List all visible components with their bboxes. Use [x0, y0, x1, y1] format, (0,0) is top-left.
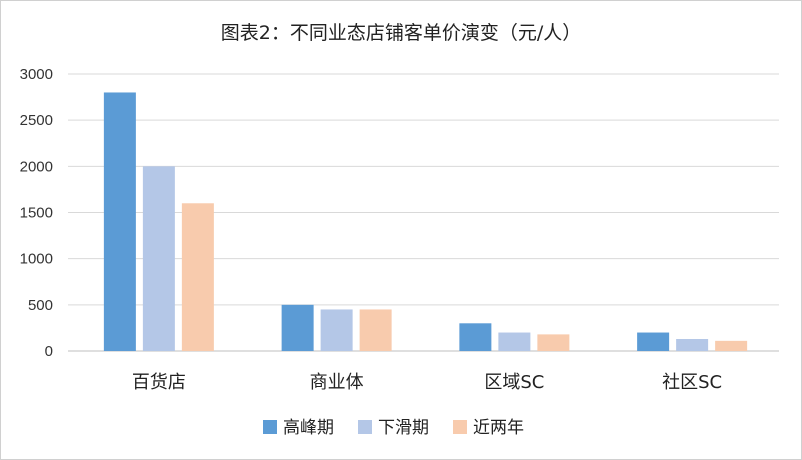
legend-label: 高峰期 — [283, 418, 334, 438]
y-tick-label: 1500 — [20, 205, 53, 222]
y-tick-label: 2500 — [20, 112, 53, 129]
bar-1-3 — [459, 323, 492, 351]
bar-1-1 — [103, 92, 136, 351]
y-tick-label: 0 — [45, 343, 53, 360]
legend-swatch — [263, 420, 277, 434]
bar-3-1 — [181, 203, 214, 351]
y-tick-label: 2000 — [20, 158, 53, 175]
bar-3-2 — [359, 309, 392, 351]
bar-2-2 — [320, 309, 353, 351]
bar-1-2 — [281, 304, 314, 351]
bar-3-3 — [537, 334, 570, 351]
y-tick-label: 1000 — [20, 251, 53, 268]
legend-swatch — [358, 420, 372, 434]
legend-label: 近两年 — [473, 418, 524, 438]
bars — [103, 92, 748, 351]
bar-2-3 — [498, 332, 531, 351]
category-label: 社区SC — [662, 372, 722, 393]
y-tick-label: 500 — [28, 297, 53, 314]
y-tick-label: 3000 — [20, 66, 53, 83]
category-label: 商业体 — [310, 372, 364, 393]
category-label: 百货店 — [132, 372, 186, 393]
legend-swatch — [453, 420, 467, 434]
x-axis-categories: 百货店 商业体 区域SC 社区SC — [132, 372, 722, 393]
legend-label: 下滑期 — [378, 418, 429, 438]
chart-title: 图表2：不同业态店铺客单价演变（元/人） — [221, 22, 582, 44]
bar-3-4 — [715, 340, 748, 351]
bar-1-4 — [637, 332, 670, 351]
y-axis-ticks: 0 500 1000 1500 2000 2500 3000 — [20, 66, 53, 360]
bar-2-4 — [676, 338, 709, 351]
bar-2-1 — [142, 166, 175, 351]
legend: 高峰期 下滑期 近两年 — [263, 418, 524, 438]
category-label: 区域SC — [484, 372, 544, 393]
